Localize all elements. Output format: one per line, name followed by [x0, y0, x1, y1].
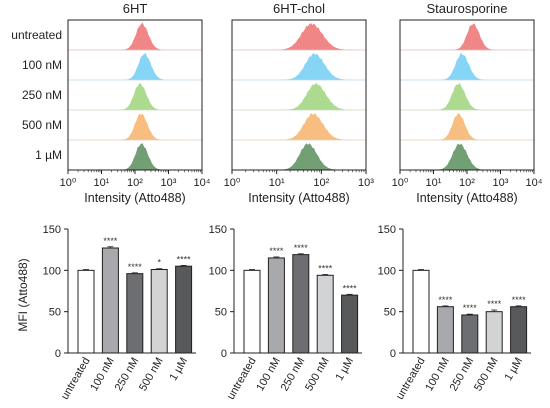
bar: [461, 314, 479, 354]
y-tick-label: 50: [384, 307, 396, 319]
y-tick-label: 150: [43, 224, 61, 236]
histogram-panel: 6HT-chol 10⁰ 10¹ 10² 10³ Intensity (Atto488): [224, 1, 375, 205]
panel-title: 6HT-chol: [273, 1, 325, 16]
x-tick-label: 10²: [459, 177, 475, 189]
category-label: 1 µM: [502, 356, 525, 383]
condition-label: 250 nM: [22, 88, 62, 102]
category-label: 500 nM: [137, 356, 166, 394]
histogram-curve: [232, 143, 366, 171]
x-tick-label: 10⁰: [224, 177, 241, 189]
histogram-curve: [232, 83, 366, 111]
bar: [77, 269, 95, 354]
x-tick-label: 10¹: [269, 177, 285, 189]
y-tick-label: 0: [55, 348, 61, 360]
x-axis-label: Intensity (Atto488): [248, 191, 349, 205]
panel-title: Staurosporine: [427, 1, 508, 16]
significance-label: ****: [438, 295, 453, 305]
bar: [341, 294, 359, 354]
significance-label: ****: [343, 283, 358, 293]
histogram-curve: [68, 52, 202, 81]
y-tick-label: 0: [390, 348, 396, 360]
category-label: 1 µM: [167, 356, 190, 383]
bar: [316, 274, 334, 354]
y-tick-label: 100: [209, 265, 227, 277]
x-tick-label: 10³: [358, 177, 374, 189]
significance-label: ****: [103, 236, 118, 246]
bar: [267, 257, 285, 354]
significance-label: ****: [487, 299, 502, 309]
histogram-panel: 6HT untreated 100 nM 250 nM 500 nM 1 µM 10⁰ 10¹…: [11, 1, 210, 205]
condition-label: 1 µM: [35, 148, 62, 162]
category-label: 1 µM: [333, 356, 356, 383]
histogram-panels: 6HT untreated 100 nM 250 nM 500 nM 1 µM 10⁰ 10¹…: [11, 1, 542, 205]
x-tick-label: 10³: [493, 177, 509, 189]
x-tick-label: 10²: [313, 177, 329, 189]
x-tick-label: 10⁴: [194, 177, 211, 189]
bar: [412, 269, 430, 354]
histogram-curve: [232, 23, 366, 51]
x-tick-label: 10¹: [426, 177, 442, 189]
category-label: 500 nM: [303, 356, 332, 394]
panel-title: 6HT: [123, 1, 148, 16]
x-tick-label: 10⁴: [526, 177, 543, 189]
bar: [101, 247, 119, 354]
condition-label: 100 nM: [22, 58, 62, 72]
x-tick-label: 10³: [161, 177, 177, 189]
y-tick-label: 50: [215, 307, 227, 319]
y-tick-label: 50: [49, 307, 61, 319]
y-tick-label: 150: [378, 224, 396, 236]
significance-label: ****: [463, 303, 478, 313]
histogram-curve: [68, 22, 202, 51]
x-tick-label: 10¹: [94, 177, 110, 189]
significance-label: *: [157, 258, 161, 268]
condition-label: 500 nM: [22, 118, 62, 132]
histogram-curve: [232, 53, 366, 81]
significance-label: ****: [294, 243, 309, 253]
significance-label: ****: [128, 262, 143, 272]
y-axis-label: MFI (Atto488): [16, 258, 30, 331]
category-label: untreated: [394, 356, 428, 402]
y-tick-label: 150: [209, 224, 227, 236]
bar: [175, 265, 193, 354]
x-tick-label: 10⁰: [392, 177, 409, 189]
x-tick-label: 10⁰: [60, 177, 77, 189]
x-axis-label: Intensity (Atto488): [84, 191, 185, 205]
histogram-curve: [400, 143, 534, 171]
bar: [243, 269, 261, 354]
histogram-curve: [400, 52, 534, 81]
y-tick-label: 0: [221, 348, 227, 360]
bar: [292, 254, 310, 354]
bar: [150, 269, 168, 354]
category-label: 500 nM: [472, 356, 501, 394]
y-tick-label: 100: [43, 265, 61, 277]
y-tick-label: 100: [378, 265, 396, 277]
histogram-curve: [68, 143, 202, 171]
x-tick-label: 10²: [127, 177, 143, 189]
condition-label: untreated: [11, 28, 62, 42]
significance-label: ****: [269, 246, 284, 256]
category-label: untreated: [225, 356, 259, 402]
histogram-curve: [400, 82, 534, 111]
significance-label: ****: [512, 295, 527, 305]
histogram-curve: [232, 113, 366, 141]
plot-frame: [231, 19, 367, 171]
significance-label: ****: [318, 263, 333, 273]
x-axis-label: Intensity (Atto488): [416, 191, 517, 205]
histogram-panel: Staurosporine 10⁰ 10¹ 10² 10³ 10⁴ Intensity (A…: [392, 1, 543, 205]
bar: [485, 311, 503, 354]
significance-label: ****: [177, 254, 192, 264]
bar: [510, 306, 528, 354]
bar: [436, 306, 454, 354]
category-label: untreated: [59, 356, 93, 402]
histogram-curve: [68, 113, 202, 141]
bar: [126, 273, 144, 354]
histogram-curve: [68, 82, 202, 111]
histogram-curve: [400, 23, 534, 51]
histogram-curve: [400, 113, 534, 141]
